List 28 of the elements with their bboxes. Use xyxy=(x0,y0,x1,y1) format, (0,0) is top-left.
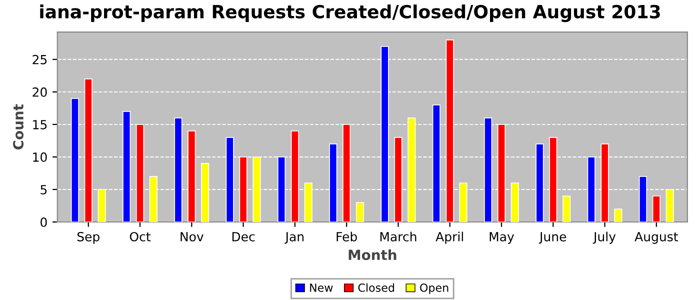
x-tick-label: Nov xyxy=(180,232,204,242)
x-tick-label: Sep xyxy=(77,232,100,244)
x-tick-label: Dec xyxy=(232,232,255,242)
x-axis-title: Month xyxy=(348,249,396,260)
bar xyxy=(614,208,622,222)
bar xyxy=(356,202,364,222)
x-tick-label: August xyxy=(634,232,678,244)
x-tick-label: Feb xyxy=(336,232,357,242)
y-tick-label: 0 xyxy=(40,217,47,227)
y-axis-title: Count xyxy=(13,104,24,150)
x-tick-label: June xyxy=(538,232,566,244)
y-tick-label: 5 xyxy=(40,185,47,194)
x-tick-label: May xyxy=(490,232,514,244)
x-tick-label: Oct xyxy=(130,232,151,242)
legend-label: Open xyxy=(420,283,448,294)
bar xyxy=(652,196,660,222)
y-tick-label: 10 xyxy=(33,152,47,162)
bar xyxy=(562,196,571,222)
y-tick-label: 20 xyxy=(32,87,47,97)
y-tick-label: 25 xyxy=(32,54,47,64)
x-tick-label: Jan xyxy=(284,232,304,244)
legend-label: New xyxy=(310,284,333,292)
x-tick-label: March xyxy=(380,232,416,242)
chart-title: iana-prot-param Requests Created/Closed/Open August 2013 xyxy=(40,4,660,22)
x-tick-label: July xyxy=(592,232,616,244)
x-tick-label: April xyxy=(436,232,463,244)
y-tick-label: 15 xyxy=(33,120,47,130)
legend-label: Closed xyxy=(358,283,394,292)
